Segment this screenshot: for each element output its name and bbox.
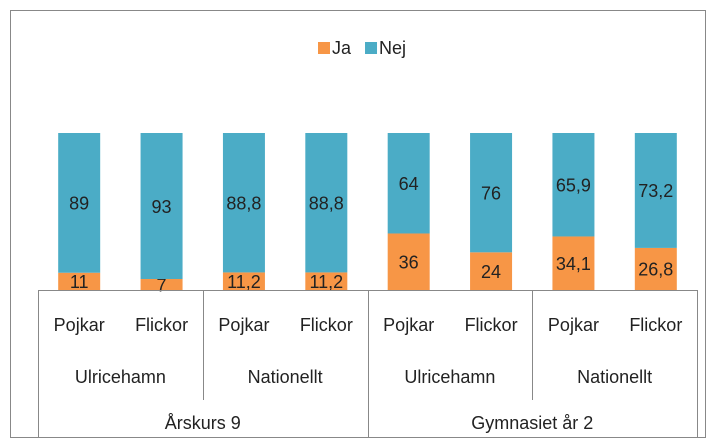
bar-segment (305, 272, 348, 290)
x-tick-label: Flickor (300, 315, 353, 335)
legend-swatch (365, 42, 378, 54)
group-label: Nationellt (248, 367, 323, 387)
x-tick-label: Pojkar (218, 315, 269, 335)
legend-label: Nej (379, 38, 406, 58)
bar-segment (140, 279, 183, 290)
data-label: 11,2 (227, 272, 261, 292)
bar-segment (58, 133, 101, 273)
data-label: 7 (157, 275, 167, 295)
bar-segment (222, 272, 265, 290)
data-label: 73,2 (638, 181, 673, 201)
data-label: 88,8 (309, 193, 344, 213)
supergroup-label: Årskurs 9 (165, 413, 241, 433)
x-tick-label: Flickor (465, 315, 518, 335)
bar-segment (387, 133, 430, 234)
supergroup-label: Gymnasiet år 2 (471, 413, 593, 433)
bar-segment (140, 133, 183, 280)
legend-label: Ja (332, 38, 352, 58)
data-label: 26,8 (638, 260, 673, 280)
x-tick-label: Flickor (629, 315, 682, 335)
x-tick-label: Flickor (135, 315, 188, 335)
legend-swatch (318, 42, 330, 54)
bar-segment (305, 133, 348, 273)
bar-segment (634, 247, 677, 290)
data-label: 65,9 (556, 175, 591, 195)
group-label: Nationellt (577, 367, 652, 387)
data-label: 36 (399, 252, 419, 272)
data-label: 34,1 (556, 254, 591, 274)
bar-segment (470, 252, 513, 290)
data-label: 76 (481, 183, 501, 203)
group-label: Ulricehamn (75, 367, 166, 387)
data-label: 88,8 (226, 193, 261, 213)
data-label: 64 (399, 174, 419, 194)
data-label: 11 (70, 272, 89, 292)
x-tick-label: Pojkar (54, 315, 105, 335)
bar-segment (552, 236, 595, 290)
x-tick-label: Pojkar (383, 315, 434, 335)
bar-segment (552, 133, 595, 237)
bar-segment (387, 233, 430, 290)
bar-segment (470, 133, 513, 253)
x-tick-label: Pojkar (548, 315, 599, 335)
data-label: 11,2 (309, 272, 343, 292)
bar-segment (222, 133, 265, 273)
bar-segment (58, 272, 101, 290)
data-label: 93 (152, 197, 172, 217)
group-label: Ulricehamn (404, 367, 495, 387)
bar-segment (634, 133, 677, 248)
data-label: 89 (69, 194, 89, 214)
data-label: 24 (481, 262, 501, 282)
